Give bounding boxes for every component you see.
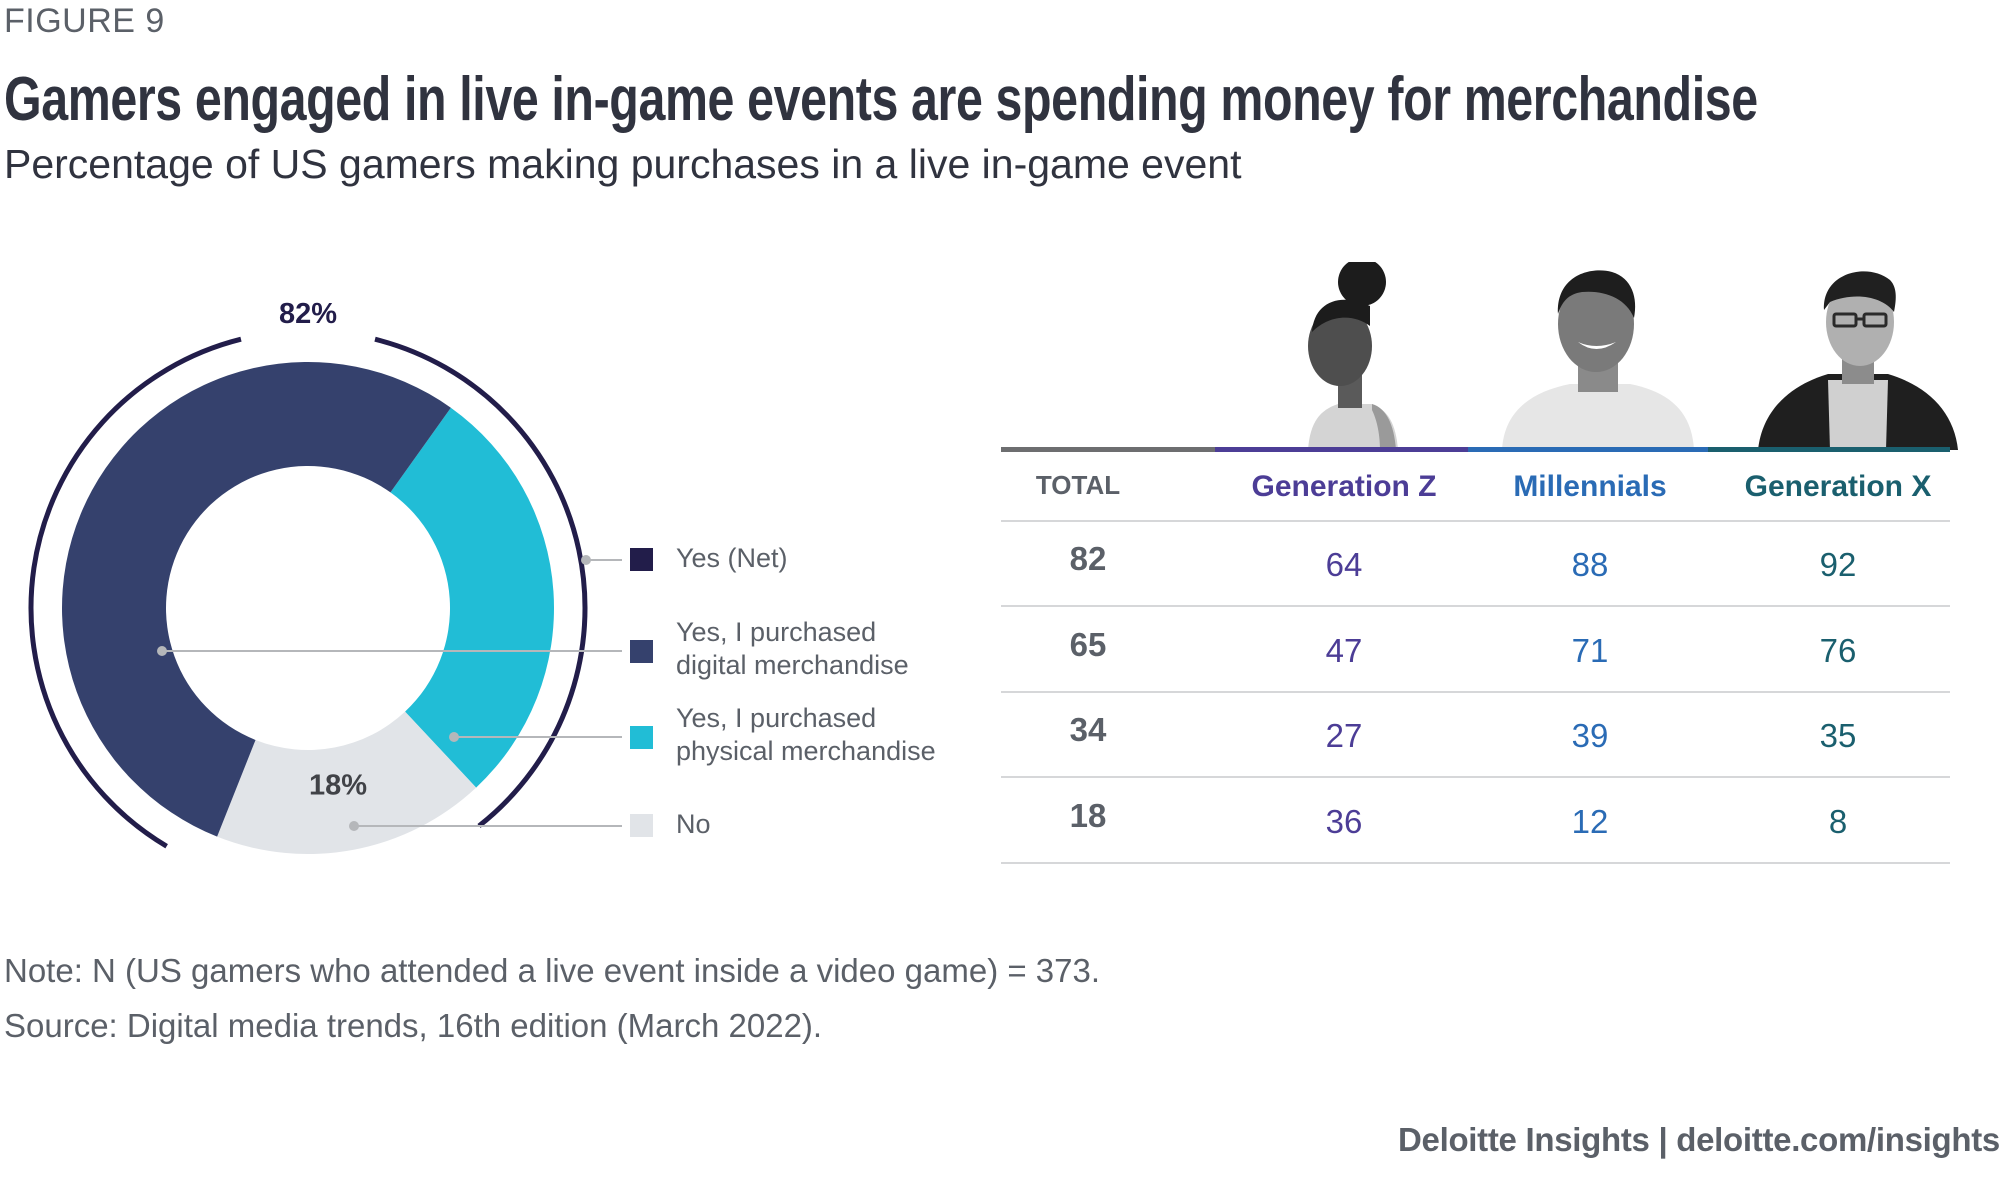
table-divider bbox=[1001, 605, 1950, 607]
table-divider bbox=[1001, 862, 1950, 864]
table-cell: 76 bbox=[1819, 632, 1857, 669]
glasses-icon bbox=[1832, 312, 1888, 328]
portrait-tshirt bbox=[1828, 380, 1888, 450]
chart-note: Note: N (US gamers who attended a live e… bbox=[4, 952, 1101, 989]
leader-line-digital-dot bbox=[157, 646, 167, 656]
table-cell-total: 82 bbox=[1069, 540, 1107, 577]
table-cell-total: 18 bbox=[1069, 797, 1107, 834]
portrait-shoulder bbox=[1372, 404, 1396, 450]
figure-label: FIGURE 9 bbox=[4, 2, 165, 40]
legend-label-line: digital merchandise bbox=[676, 650, 909, 680]
net-value-label: 82% bbox=[279, 298, 337, 330]
table-cell: 35 bbox=[1819, 717, 1857, 754]
column-header-millennials: Millennials bbox=[1513, 470, 1667, 503]
net-arc-left bbox=[28, 336, 242, 849]
header-rule-gen-x bbox=[1708, 447, 1950, 452]
legend-swatch bbox=[630, 726, 653, 749]
table-divider bbox=[1001, 520, 1950, 522]
table-cell: 8 bbox=[1828, 803, 1848, 840]
table-cell: 71 bbox=[1571, 632, 1609, 669]
legend-item-yes-net: Yes (Net) bbox=[630, 543, 788, 573]
publisher-credit: Deloitte Insights | deloitte.com/insight… bbox=[1398, 1121, 2000, 1158]
column-header-gen-z: Generation Z bbox=[1251, 470, 1437, 503]
chart-title: Gamers engaged in live in-game events ar… bbox=[4, 65, 1758, 134]
leader-line-physical-dot bbox=[449, 732, 459, 742]
donut-slice-no bbox=[217, 711, 477, 854]
legend-label: No bbox=[676, 808, 711, 841]
chart-source: Source: Digital media trends, 16th editi… bbox=[4, 1007, 823, 1044]
legend-label-line: No bbox=[676, 809, 711, 839]
portrait-face bbox=[1826, 278, 1894, 366]
header-rule-total bbox=[1001, 447, 1215, 452]
net-arc-right bbox=[374, 336, 588, 828]
table-cell: 47 bbox=[1325, 632, 1363, 669]
leader-line-no-dot bbox=[349, 821, 359, 831]
column-header-gen-x: Generation X bbox=[1744, 470, 1932, 503]
young-woman-portrait bbox=[1308, 262, 1398, 450]
portrait-smile bbox=[1578, 342, 1616, 349]
legend-label-line: Yes (Net) bbox=[676, 543, 788, 573]
leader-line-yes-net-dot bbox=[581, 555, 591, 565]
legend-swatch bbox=[630, 548, 653, 571]
table-divider bbox=[1001, 776, 1950, 778]
donut-slice-physical bbox=[390, 407, 554, 788]
portrait-hair bbox=[1823, 271, 1896, 312]
table-cell: 88 bbox=[1571, 546, 1609, 583]
table-cell: 39 bbox=[1571, 717, 1609, 754]
header-rule-millennials bbox=[1468, 447, 1708, 452]
donut-chart: 82% 18% bbox=[28, 298, 622, 854]
table-cell: 12 bbox=[1571, 803, 1609, 840]
table-cell: 64 bbox=[1325, 546, 1363, 583]
portrait-shirt bbox=[1502, 384, 1694, 450]
legend-item-no: No bbox=[630, 809, 711, 839]
legend-label-line: physical merchandise bbox=[676, 736, 936, 766]
smiling-man-portrait bbox=[1502, 270, 1694, 450]
legend-label: Yes, I purchased physical merchandise bbox=[676, 702, 936, 768]
table-cell: 92 bbox=[1819, 546, 1857, 583]
man-with-glasses-portrait bbox=[1758, 271, 1958, 450]
legend-label: Yes, I purchased digital merchandise bbox=[676, 616, 909, 682]
legend-label-line: Yes, I purchased bbox=[676, 703, 877, 733]
portrait-hair bbox=[1557, 270, 1636, 318]
legend-label-line: Yes, I purchased bbox=[676, 617, 877, 647]
legend-item-digital: Yes, I purchased digital merchandise bbox=[630, 617, 909, 680]
portrait-hair bbox=[1312, 299, 1370, 332]
legend-swatch bbox=[630, 814, 653, 837]
legend-item-physical: Yes, I purchased physical merchandise bbox=[630, 703, 936, 766]
table-cell: 27 bbox=[1325, 717, 1363, 754]
chart-subtitle: Percentage of US gamers making purchases… bbox=[4, 141, 1242, 187]
portrait-face bbox=[1558, 276, 1634, 372]
header-rule-gen-z bbox=[1215, 447, 1468, 452]
table-divider bbox=[1001, 691, 1950, 693]
legend-swatch bbox=[630, 640, 653, 663]
table-cell: 36 bbox=[1325, 803, 1363, 840]
table-cell-total: 65 bbox=[1069, 626, 1107, 663]
legend-label: Yes (Net) bbox=[676, 542, 788, 575]
donut-slice-digital bbox=[61, 361, 451, 837]
column-header-total: TOTAL bbox=[1035, 470, 1121, 500]
table-cell-total: 34 bbox=[1069, 711, 1107, 748]
portrait-hair-bun bbox=[1338, 262, 1386, 306]
portrait-face bbox=[1308, 306, 1372, 386]
no-value-label: 18% bbox=[309, 770, 367, 802]
